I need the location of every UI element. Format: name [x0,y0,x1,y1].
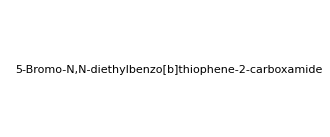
Text: 5-Bromo-N,N-diethylbenzo[b]thiophene-2-carboxamide: 5-Bromo-N,N-diethylbenzo[b]thiophene-2-c… [16,65,323,75]
